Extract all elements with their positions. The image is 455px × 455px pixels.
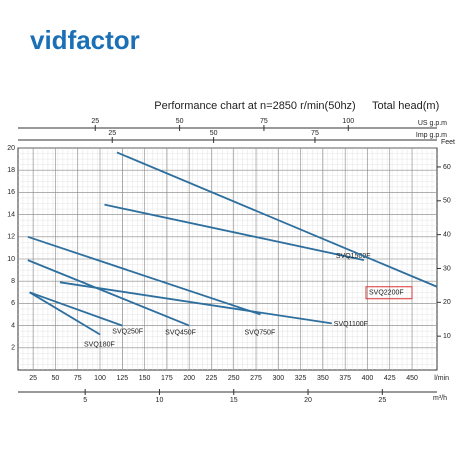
x-tick-label: 400: [362, 375, 374, 382]
y-tick-label: 8: [11, 278, 15, 285]
y2-tick-label: 20: [443, 299, 451, 306]
x-tick-label: 100: [94, 375, 106, 382]
legend-label: SVQ450F: [165, 329, 196, 336]
chart-title: Performance chart at n=2850 r/min(50hz): [154, 100, 355, 112]
x-tick-label: 175: [161, 375, 173, 382]
x-tick-label: 20: [304, 397, 312, 404]
x-tick-label: 25: [29, 375, 37, 382]
x-tick-label: 50: [52, 375, 60, 382]
y2-tick-label: 10: [443, 333, 451, 340]
x-tick-label: 75: [311, 130, 319, 137]
y2-tick-label: 60: [443, 164, 451, 171]
x-tick-label: 100: [342, 118, 354, 125]
legend-label: SVQ1500F: [336, 253, 371, 260]
y-tick-label: 14: [7, 211, 15, 218]
x-tick-label: 75: [260, 118, 268, 125]
series-line: [29, 291, 101, 336]
y-tick-label: 20: [7, 145, 15, 152]
y-tick-label: 16: [7, 189, 15, 196]
x-tick-label: 5: [83, 397, 87, 404]
y2-tick-label: 40: [443, 231, 451, 238]
x-axis-title: US g.p.m: [418, 120, 447, 127]
x-tick-label: 25: [91, 118, 99, 125]
y-tick-label: 12: [7, 234, 15, 241]
x-tick-label: 200: [183, 375, 195, 382]
x-tick-label: 25: [108, 130, 116, 137]
y-tick-label: 18: [7, 167, 15, 174]
logo: vidfactor: [30, 25, 140, 55]
x-tick-label: 375: [339, 375, 351, 382]
y2-tick-label: 50: [443, 198, 451, 205]
x-tick-label: 325: [295, 375, 307, 382]
y-tick-label: 6: [11, 300, 15, 307]
series-line: [59, 281, 332, 325]
x-tick-label: 25: [378, 397, 386, 404]
x-tick-label: 75: [74, 375, 82, 382]
y-tick-label: 2: [11, 345, 15, 352]
legend-label: SVQ2200F: [369, 290, 404, 297]
x-tick-label: 50: [210, 130, 218, 137]
x-tick-label: 125: [116, 375, 128, 382]
x-tick-label: 425: [384, 375, 396, 382]
x-tick-label: 50: [176, 118, 184, 125]
legend-label: SVQ1100F: [334, 321, 368, 328]
y2-tick-label: 30: [443, 265, 451, 272]
x-tick-label: 10: [156, 397, 164, 404]
x-axis-title: Imp g.p.m: [416, 132, 447, 139]
highlight-box: [365, 286, 413, 300]
series-line: [116, 151, 438, 288]
legend-label: SVQ250F: [112, 328, 143, 335]
series-line: [27, 259, 190, 327]
x-tick-label: 15: [230, 397, 238, 404]
legend-label: SVQ750F: [244, 329, 275, 336]
x-tick-label: 450: [406, 375, 418, 382]
x-tick-label: 275: [250, 375, 262, 382]
x-tick-label: 225: [206, 375, 218, 382]
x-tick-label: 250: [228, 375, 240, 382]
y-axis-title: Total head(m): [372, 100, 439, 112]
x-tick-label: 350: [317, 375, 329, 382]
x-axis-title: l/min: [434, 375, 449, 382]
series-line: [29, 291, 123, 327]
series-line: [104, 203, 365, 261]
y2-axis-title: Feet: [441, 139, 455, 146]
y-tick-label: 10: [7, 256, 15, 263]
x-tick-label: 150: [139, 375, 151, 382]
x-axis-title: m³/h: [433, 395, 447, 402]
series-line: [27, 235, 261, 316]
y-tick-label: 4: [11, 322, 15, 329]
x-tick-label: 300: [272, 375, 284, 382]
legend-label: SVQ180F: [84, 341, 115, 348]
